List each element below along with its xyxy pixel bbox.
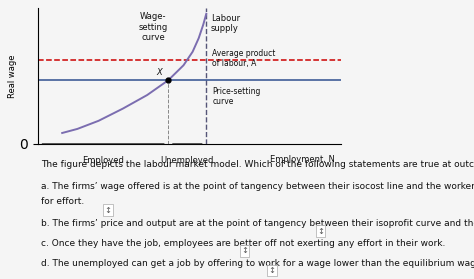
- Text: Employment, N: Employment, N: [270, 155, 335, 164]
- Text: Price-setting
curve: Price-setting curve: [212, 87, 261, 106]
- Text: c. Once they have the job, employees are better off not exerting any effort in t: c. Once they have the job, employees are…: [41, 239, 446, 248]
- Text: Unemployed: Unemployed: [161, 156, 214, 165]
- Text: b. The firms’ price and output are at the point of tangency between their isopro: b. The firms’ price and output are at th…: [41, 219, 474, 228]
- Text: d. The unemployed can get a job by offering to work for a wage lower than the eq: d. The unemployed can get a job by offer…: [41, 259, 474, 268]
- Text: Labour
supply: Labour supply: [211, 14, 240, 33]
- Text: The figure depicts the labour market model. Which of the following statements ar: The figure depicts the labour market mod…: [41, 160, 474, 169]
- Text: for effort.: for effort.: [41, 197, 84, 206]
- Text: ↕: ↕: [241, 246, 248, 255]
- Text: ↕: ↕: [317, 227, 324, 236]
- Text: a. The firms’ wage offered is at the point of tangency between their isocost lin: a. The firms’ wage offered is at the poi…: [41, 182, 474, 191]
- Text: Employed: Employed: [82, 156, 124, 165]
- Text: Wage-
setting
curve: Wage- setting curve: [138, 13, 168, 42]
- Text: ↕: ↕: [268, 266, 275, 275]
- Text: X: X: [156, 68, 162, 77]
- Text: ↕: ↕: [105, 206, 112, 215]
- Text: Average product
of labour, A: Average product of labour, A: [212, 49, 276, 68]
- Y-axis label: Real wage: Real wage: [8, 54, 17, 98]
